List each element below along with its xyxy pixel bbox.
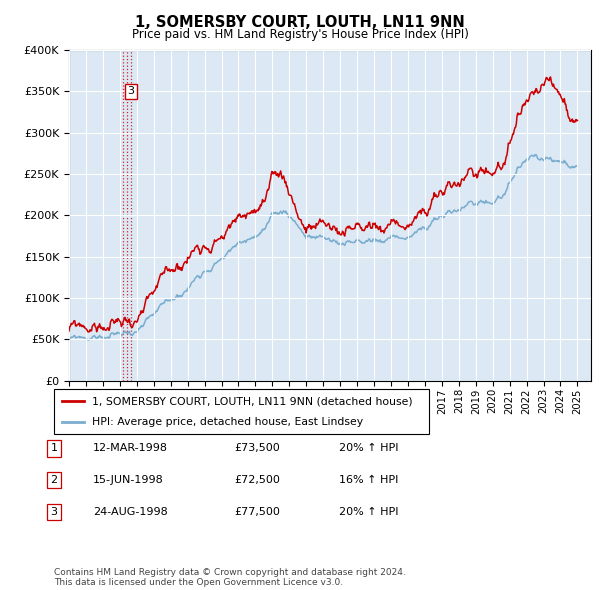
Text: £72,500: £72,500 [234, 476, 280, 485]
Text: 12-MAR-1998: 12-MAR-1998 [93, 444, 168, 453]
Text: Price paid vs. HM Land Registry's House Price Index (HPI): Price paid vs. HM Land Registry's House … [131, 28, 469, 41]
Text: 20% ↑ HPI: 20% ↑ HPI [339, 444, 398, 453]
Text: 2: 2 [50, 476, 58, 485]
FancyBboxPatch shape [54, 389, 429, 434]
Text: 1: 1 [50, 444, 58, 453]
Text: £73,500: £73,500 [234, 444, 280, 453]
Text: 24-AUG-1998: 24-AUG-1998 [93, 507, 168, 517]
Text: HPI: Average price, detached house, East Lindsey: HPI: Average price, detached house, East… [91, 417, 362, 427]
Text: 15-JUN-1998: 15-JUN-1998 [93, 476, 164, 485]
Text: 1, SOMERSBY COURT, LOUTH, LN11 9NN (detached house): 1, SOMERSBY COURT, LOUTH, LN11 9NN (deta… [91, 396, 412, 407]
Text: 3: 3 [127, 87, 134, 96]
Text: Contains HM Land Registry data © Crown copyright and database right 2024.
This d: Contains HM Land Registry data © Crown c… [54, 568, 406, 587]
Text: 3: 3 [50, 507, 58, 517]
Text: 20% ↑ HPI: 20% ↑ HPI [339, 507, 398, 517]
Text: £77,500: £77,500 [234, 507, 280, 517]
Text: 16% ↑ HPI: 16% ↑ HPI [339, 476, 398, 485]
Text: 1, SOMERSBY COURT, LOUTH, LN11 9NN: 1, SOMERSBY COURT, LOUTH, LN11 9NN [135, 15, 465, 30]
